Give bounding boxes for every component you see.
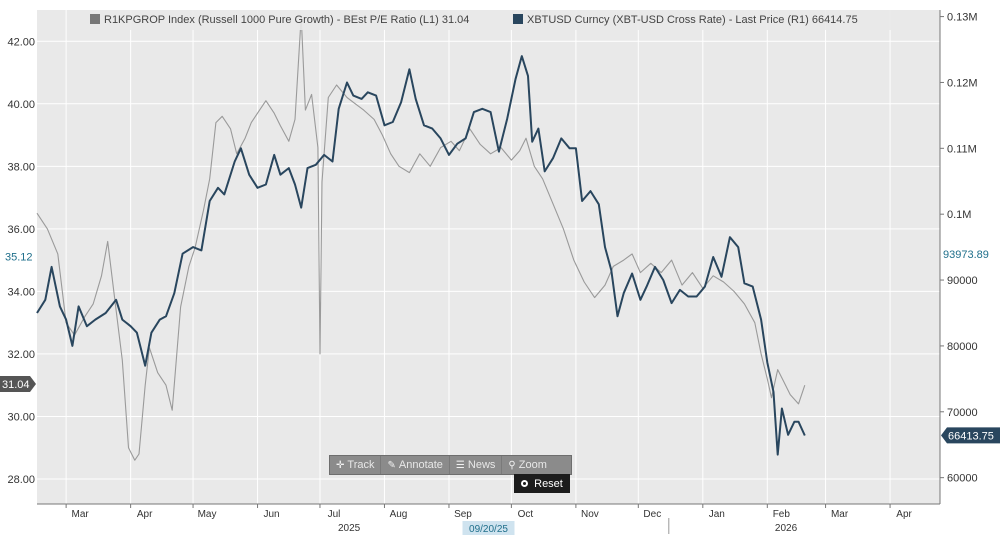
- left-tick-label: 30.00: [7, 411, 35, 423]
- left-tick-label: 38.00: [7, 161, 35, 173]
- plot-area: [37, 10, 940, 504]
- right-tick-label: 80000: [947, 341, 978, 353]
- left-tick-label: 40.00: [7, 99, 35, 111]
- news-label: News: [468, 459, 496, 471]
- right-tick-label: 0.12M: [947, 77, 978, 89]
- chart-toolbar: ✛ Track ✎ Annotate ☰ News ⚲ Zoom: [329, 455, 572, 475]
- pencil-icon: ✎: [387, 460, 395, 471]
- reset-icon: [521, 480, 528, 487]
- legend-entry-pe: R1KPGROP Index (Russell 1000 Pure Growth…: [104, 14, 469, 26]
- right-tick-label: 60000: [947, 473, 978, 485]
- reset-label: Reset: [534, 478, 563, 490]
- track-button[interactable]: ✛ Track: [330, 456, 381, 474]
- left-tick-label: 32.00: [7, 349, 35, 361]
- legend-entry-btc: XBTUSD Curncy (XBT-USD Cross Rate) - Las…: [527, 14, 858, 26]
- right-marker-value: 93973.89: [943, 249, 989, 261]
- right-tick-label: 70000: [947, 407, 978, 419]
- right-last-value: 66413.75: [948, 430, 994, 442]
- x-tick-label: Apr: [896, 509, 912, 520]
- year-label: 2026: [775, 523, 798, 534]
- left-marker-value: 35.12: [5, 251, 33, 263]
- annotate-label: Annotate: [399, 459, 443, 471]
- x-tick-label: Mar: [831, 509, 849, 520]
- x-tick-label: May: [198, 509, 217, 520]
- year-label: 2025: [338, 523, 361, 534]
- reset-button[interactable]: Reset: [514, 474, 570, 493]
- x-tick-label: Jul: [328, 509, 341, 520]
- right-tick-label: 0.1M: [947, 209, 971, 221]
- x-tick-label: Nov: [581, 509, 599, 520]
- left-tick-label: 36.00: [7, 224, 35, 236]
- left-tick-label: 42.00: [7, 36, 35, 48]
- cursor-date-marker: 09/20/25: [463, 521, 515, 535]
- right-tick-label: 0.11M: [947, 143, 977, 155]
- crosshair-icon: ✛: [336, 460, 344, 471]
- x-tick-label: Dec: [643, 509, 661, 520]
- x-tick-label: Apr: [137, 509, 153, 520]
- news-icon: ☰: [456, 460, 465, 471]
- left-tick-label: 28.00: [7, 474, 35, 486]
- x-tick-label: Aug: [390, 509, 408, 520]
- left-tick-label: 34.00: [7, 286, 35, 298]
- zoom-button[interactable]: ⚲ Zoom: [502, 456, 552, 474]
- legend-swatch-btc: [513, 14, 523, 24]
- annotate-button[interactable]: ✎ Annotate: [381, 456, 449, 474]
- left-last-value: 31.04: [2, 379, 30, 391]
- magnifier-icon: ⚲: [508, 460, 515, 471]
- right-tick-label: 90000: [947, 275, 978, 287]
- x-tick-label: Sep: [454, 509, 472, 520]
- zoom-label: Zoom: [519, 459, 547, 471]
- cursor-date-label: 09/20/25: [469, 524, 508, 535]
- x-tick-label: Feb: [773, 509, 791, 520]
- right-tick-label: 0.13M: [947, 12, 978, 24]
- x-axis-year-labels: 2025 2026: [338, 523, 798, 534]
- legend-swatch-pe: [90, 14, 100, 24]
- x-tick-label: Oct: [518, 509, 534, 520]
- x-tick-label: Mar: [72, 509, 90, 520]
- x-axis-month-ticks: Mar Apr May Jun Jul Aug Sep Oct Nov Dec Jan Feb Mar A…: [66, 504, 912, 520]
- x-tick-label: Jan: [709, 509, 725, 520]
- x-tick-label: Jun: [263, 509, 279, 520]
- track-label: Track: [347, 459, 374, 471]
- news-button[interactable]: ☰ News: [450, 456, 502, 474]
